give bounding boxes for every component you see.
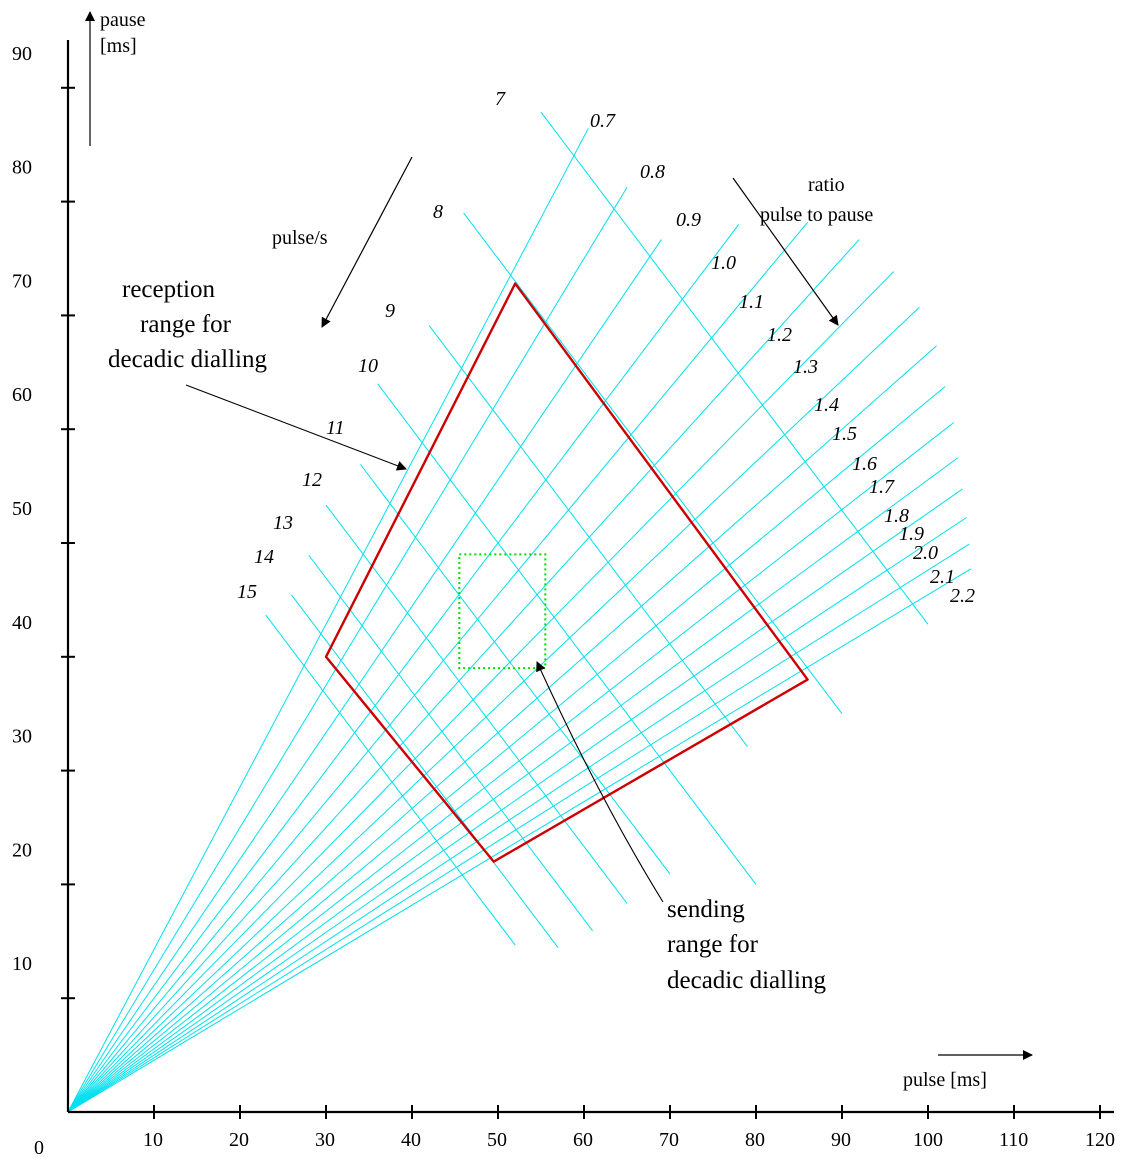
x-tick-label: 110	[999, 1129, 1028, 1151]
ratio-line	[67, 128, 589, 1113]
ratio-label: 1.4	[814, 394, 839, 416]
ratio-line	[67, 516, 967, 1113]
ratio-line	[67, 239, 860, 1113]
y-tick-label: 70	[12, 270, 32, 292]
y-tick-label: 20	[12, 839, 32, 861]
sending-label-line1: sending	[667, 896, 745, 923]
reception-label-line2: range for	[140, 311, 232, 338]
x-tick-label: 100	[913, 1129, 943, 1151]
ratio-label: 0.8	[640, 161, 665, 183]
x-tick-label: 70	[659, 1129, 679, 1151]
labels: 7 8 9 10 11 12 13 14 15 0.7 0.8 0.9 1.01.11.21.3 1.4 1…	[237, 88, 975, 607]
sending-pointer	[536, 661, 664, 903]
pulse-rate-line	[377, 383, 757, 885]
ratio-line	[67, 345, 937, 1113]
y-tick-label: 50	[12, 498, 32, 520]
x-tick-label: 10	[143, 1129, 163, 1151]
ratio-title-line2: pulse to pause	[760, 204, 873, 226]
pulse-rate-line	[463, 212, 843, 715]
pulse-rate-line	[291, 594, 559, 949]
y-tick-label: 60	[12, 384, 32, 406]
x-tick-label: 60	[573, 1129, 593, 1151]
y-tick-label: 10	[12, 953, 32, 975]
x-tick-label: 90	[831, 1129, 851, 1151]
ratio-lines	[67, 128, 972, 1113]
ratio-label: 1.5	[832, 423, 857, 445]
sending-range-polygon	[458, 553, 547, 670]
ratio-label: 0.7	[590, 110, 616, 132]
y-tick-label: 40	[12, 612, 32, 634]
pulse-rate-line	[540, 111, 929, 625]
ratio-line	[67, 457, 959, 1113]
ratio-label: 1.6	[852, 453, 877, 475]
pulse-rate-label: 8	[433, 201, 443, 223]
ratio-line	[67, 386, 946, 1113]
ratio-title-line1: ratio	[808, 174, 845, 196]
pulse-rate-label: 12	[302, 469, 322, 491]
ratio-label: 2.1	[930, 566, 955, 588]
ranges	[324, 282, 809, 863]
ratio-label: 1.8	[884, 505, 909, 527]
ratio-label: 2.0	[913, 542, 938, 564]
ratio-label: 1.2	[767, 324, 792, 346]
ratio-line	[67, 306, 920, 1113]
x-tick-label: 30	[315, 1129, 335, 1151]
pulse-rate-label: 15	[237, 581, 257, 603]
pulse-rate-lines	[265, 111, 929, 949]
y-axis-label-line2: [ms]	[100, 35, 137, 57]
x-tick-label: 50	[487, 1129, 507, 1151]
ratio-line	[67, 271, 894, 1113]
pulse-rate-label: 14	[254, 546, 274, 568]
pulse-rate-line	[428, 325, 748, 747]
ratio-label: 1.0	[711, 252, 736, 274]
pulse-rate-label: 9	[385, 300, 395, 322]
sending-label-line3: decadic dialling	[667, 967, 826, 994]
axes: 0 10 20 30 40 50 60 70 80 90 100 110 120 10 20 30 40 50 60…	[12, 40, 1115, 1158]
reception-label-line1: reception	[122, 276, 216, 303]
pulse-rate-line	[265, 614, 516, 946]
ratio-line	[67, 488, 963, 1113]
pulse-rate-label: 10	[358, 355, 378, 377]
x-tick-label: 120	[1085, 1129, 1115, 1151]
x-tick-label: 80	[745, 1129, 765, 1151]
ratio-label: 1.9	[899, 523, 924, 545]
pulse-rate-label: 11	[326, 417, 345, 439]
x-axis-label: pulse [ms]	[903, 1069, 987, 1091]
ratio-arrow	[732, 177, 839, 326]
ratio-label: 0.9	[676, 209, 701, 231]
ratio-line	[67, 568, 972, 1113]
ratio-line	[67, 221, 808, 1113]
reception-label-line3: decadic dialling	[108, 346, 267, 373]
ratio-line	[67, 239, 662, 1113]
pulse-rate-title: pulse/s	[272, 227, 328, 249]
ratio-label: 1.7	[869, 476, 895, 498]
reception-pointer	[185, 384, 407, 471]
pulse-rate-line	[308, 554, 593, 932]
pulse-rate-label: 13	[273, 512, 293, 534]
ratio-line	[67, 422, 955, 1113]
x-tick-label: 40	[401, 1129, 421, 1151]
y-axis-label-line1: pause	[100, 9, 146, 31]
ratio-label: 1.1	[739, 291, 764, 313]
ratio-line	[67, 543, 970, 1113]
ratio-label: 2.2	[950, 585, 975, 607]
x-tick-label: 0	[34, 1137, 44, 1158]
y-tick-label: 90	[12, 43, 32, 65]
sending-label-line2: range for	[667, 931, 759, 958]
y-tick-label: 80	[12, 157, 32, 179]
pulse-rate-line	[325, 504, 628, 904]
reception-range-polygon	[324, 282, 809, 863]
pulse-rate-label: 7	[495, 88, 506, 110]
ratio-line	[67, 224, 740, 1113]
x-tick-label: 20	[229, 1129, 249, 1151]
ratio-label: 1.3	[793, 356, 818, 378]
pulse-rate-line	[360, 464, 671, 875]
y-tick-label: 30	[12, 726, 32, 748]
pulse-rate-arrow	[321, 156, 413, 328]
ratio-line	[67, 187, 628, 1113]
